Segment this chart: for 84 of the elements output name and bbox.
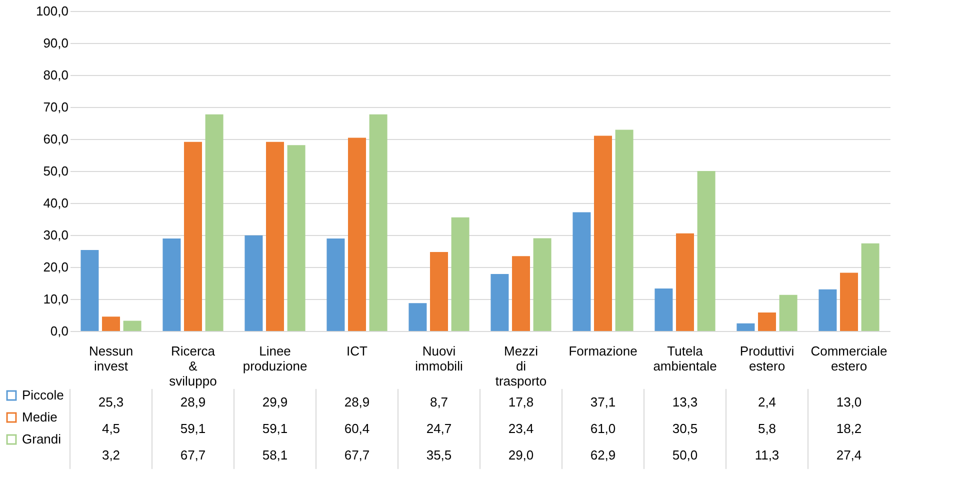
x-tick-label: Produttivi estero bbox=[740, 344, 794, 374]
data-label: 4,5 bbox=[102, 421, 120, 436]
x-tick-label: Tutela ambientale bbox=[653, 344, 717, 374]
data-label: 24,7 bbox=[426, 421, 452, 436]
bar bbox=[533, 238, 552, 331]
data-label: 17,8 bbox=[508, 394, 534, 410]
data-label: 58,1 bbox=[262, 448, 288, 463]
bar bbox=[490, 274, 509, 331]
data-label: 29,0 bbox=[508, 448, 534, 463]
bar bbox=[162, 238, 181, 331]
y-tick-label: 50,0 bbox=[43, 164, 68, 178]
legend-label: Piccole bbox=[22, 388, 64, 402]
bar bbox=[205, 114, 224, 331]
x-tick-label: Commerciale estero bbox=[810, 344, 888, 374]
data-label: 3,2 bbox=[102, 448, 120, 463]
x-tick-label: Nessun invest bbox=[88, 344, 134, 374]
bar bbox=[840, 272, 858, 331]
bar bbox=[266, 142, 284, 331]
y-tick-label: 90,0 bbox=[43, 36, 68, 50]
bar bbox=[102, 316, 120, 331]
bar bbox=[615, 130, 634, 331]
x-tick-label: Formazione bbox=[568, 344, 638, 358]
y-tick-label: 40,0 bbox=[43, 196, 68, 210]
data-label: 11,3 bbox=[754, 448, 780, 463]
bar bbox=[287, 145, 306, 331]
bar bbox=[80, 250, 99, 331]
data-label: 8,7 bbox=[430, 394, 448, 410]
data-label: 30,5 bbox=[672, 421, 698, 436]
data-label: 50,0 bbox=[672, 448, 698, 463]
data-label: 13,3 bbox=[672, 394, 698, 410]
bar bbox=[184, 142, 202, 331]
legend-label: Grandi bbox=[22, 432, 62, 446]
bar bbox=[244, 235, 263, 331]
data-label: 25,3 bbox=[98, 394, 124, 410]
y-tick-label: 0,0 bbox=[50, 324, 68, 338]
data-label: 28,9 bbox=[344, 394, 370, 410]
bar bbox=[451, 217, 470, 331]
bar bbox=[861, 243, 880, 331]
y-tick-label: 60,0 bbox=[43, 132, 68, 146]
bar bbox=[676, 233, 694, 331]
data-label: 61,0 bbox=[590, 421, 616, 436]
x-tick-label: ICT bbox=[346, 344, 368, 358]
data-label: 28,9 bbox=[180, 394, 206, 410]
data-label: 5,8 bbox=[758, 421, 776, 436]
bar bbox=[572, 212, 591, 331]
data-label: 62,9 bbox=[590, 448, 616, 463]
y-tick-label: 20,0 bbox=[43, 260, 68, 274]
data-label: 27,4 bbox=[836, 448, 862, 463]
bar bbox=[369, 114, 388, 331]
bar bbox=[430, 252, 448, 331]
data-label: 67,7 bbox=[344, 448, 370, 463]
bar bbox=[758, 312, 776, 331]
bar bbox=[779, 294, 798, 331]
data-label: 2,4 bbox=[758, 394, 776, 410]
bar bbox=[326, 238, 345, 331]
y-tick-label: 10,0 bbox=[43, 292, 68, 306]
bar bbox=[594, 136, 612, 331]
data-label: 35,5 bbox=[426, 448, 452, 463]
legend-label: Medie bbox=[22, 410, 58, 424]
data-label: 13,0 bbox=[836, 394, 862, 410]
y-tick-label: 100,0 bbox=[36, 4, 68, 18]
bar bbox=[818, 289, 837, 331]
x-tick-label: Nuovi immobili bbox=[415, 344, 463, 374]
bar bbox=[512, 256, 530, 331]
data-label: 18,2 bbox=[836, 421, 862, 436]
data-label: 60,4 bbox=[344, 421, 370, 436]
data-label: 59,1 bbox=[262, 421, 288, 436]
y-tick-label: 30,0 bbox=[43, 228, 68, 242]
bar bbox=[654, 288, 673, 331]
bar bbox=[736, 323, 755, 331]
data-label: 29,9 bbox=[262, 394, 288, 410]
y-tick-label: 80,0 bbox=[43, 68, 68, 82]
data-label: 59,1 bbox=[180, 421, 206, 436]
x-tick-label: Mezzi di trasporto bbox=[495, 344, 547, 388]
bar bbox=[348, 138, 366, 331]
x-tick-label: Linee produzione bbox=[242, 344, 308, 374]
bar bbox=[408, 303, 427, 331]
bar bbox=[697, 171, 716, 331]
data-label: 67,7 bbox=[180, 448, 206, 463]
x-tick-label: Ricerca & sviluppo bbox=[169, 344, 217, 388]
data-label: 37,1 bbox=[590, 394, 616, 410]
data-label: 23,4 bbox=[508, 421, 534, 436]
bar bbox=[123, 320, 142, 331]
y-tick-label: 70,0 bbox=[43, 100, 68, 114]
